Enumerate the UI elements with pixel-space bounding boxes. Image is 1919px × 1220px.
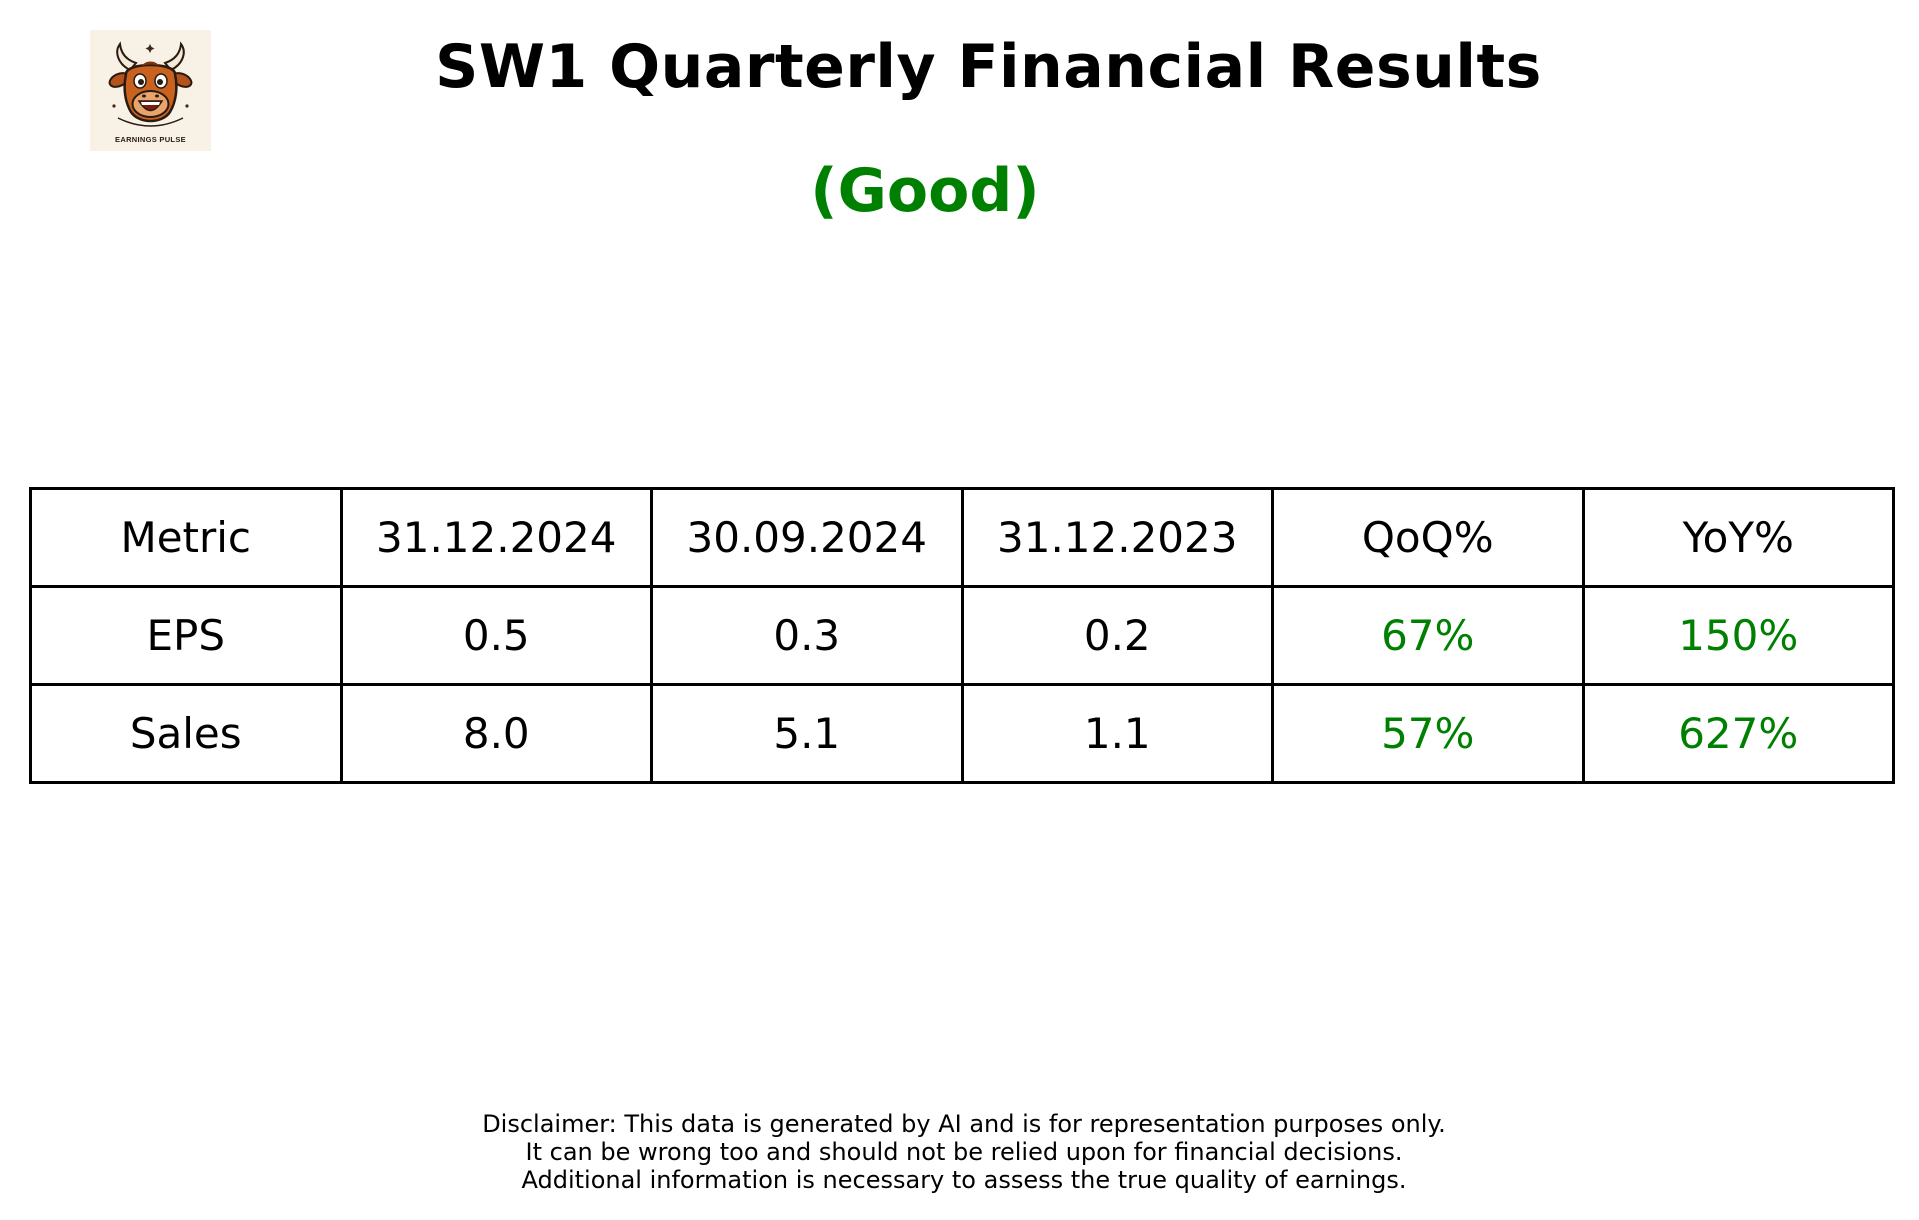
table-row: EPS 0.5 0.3 0.2 67% 150%	[29, 585, 1895, 686]
disclaimer-line: It can be wrong too and should not be re…	[525, 1138, 1403, 1166]
financial-results-table: Metric 31.12.2024 30.09.2024 31.12.2023 …	[29, 487, 1895, 784]
table-row: Sales 8.0 5.1 1.1 57% 627%	[29, 683, 1895, 784]
column-header-yoy: YoY%	[1581, 487, 1895, 588]
qoq-cell: 57%	[1271, 683, 1585, 784]
value-cell: 0.2	[960, 585, 1274, 686]
disclaimer: Disclaimer: This data is generated by AI…	[0, 1110, 1919, 1194]
yoy-cell: 627%	[1581, 683, 1895, 784]
value-cell: 5.1	[650, 683, 964, 784]
value-cell: 8.0	[339, 683, 653, 784]
metric-cell: EPS	[29, 585, 343, 686]
column-header-q-2024-12: 31.12.2024	[339, 487, 653, 588]
bull-mascot-icon: EARNINGS PULSE	[108, 41, 193, 144]
earnings-pulse-logo: EARNINGS PULSE	[90, 30, 211, 151]
value-cell: 0.5	[339, 585, 653, 686]
column-header-q-2024-09: 30.09.2024	[650, 487, 964, 588]
disclaimer-line: Disclaimer: This data is generated by AI…	[482, 1110, 1446, 1138]
rating-label: (Good)	[810, 156, 1040, 226]
value-cell: 0.3	[650, 585, 964, 686]
value-cell: 1.1	[960, 683, 1274, 784]
column-header-qoq: QoQ%	[1271, 487, 1585, 588]
metric-cell: Sales	[29, 683, 343, 784]
column-header-metric: Metric	[29, 487, 343, 588]
page-title: SW1 Quarterly Financial Results	[435, 32, 1542, 102]
column-header-q-2023-12: 31.12.2023	[960, 487, 1274, 588]
disclaimer-line: Additional information is necessary to a…	[521, 1166, 1407, 1194]
logo-text: EARNINGS PULSE	[115, 135, 186, 144]
yoy-cell: 150%	[1581, 585, 1895, 686]
table-header-row: Metric 31.12.2024 30.09.2024 31.12.2023 …	[29, 487, 1895, 588]
qoq-cell: 67%	[1271, 585, 1585, 686]
